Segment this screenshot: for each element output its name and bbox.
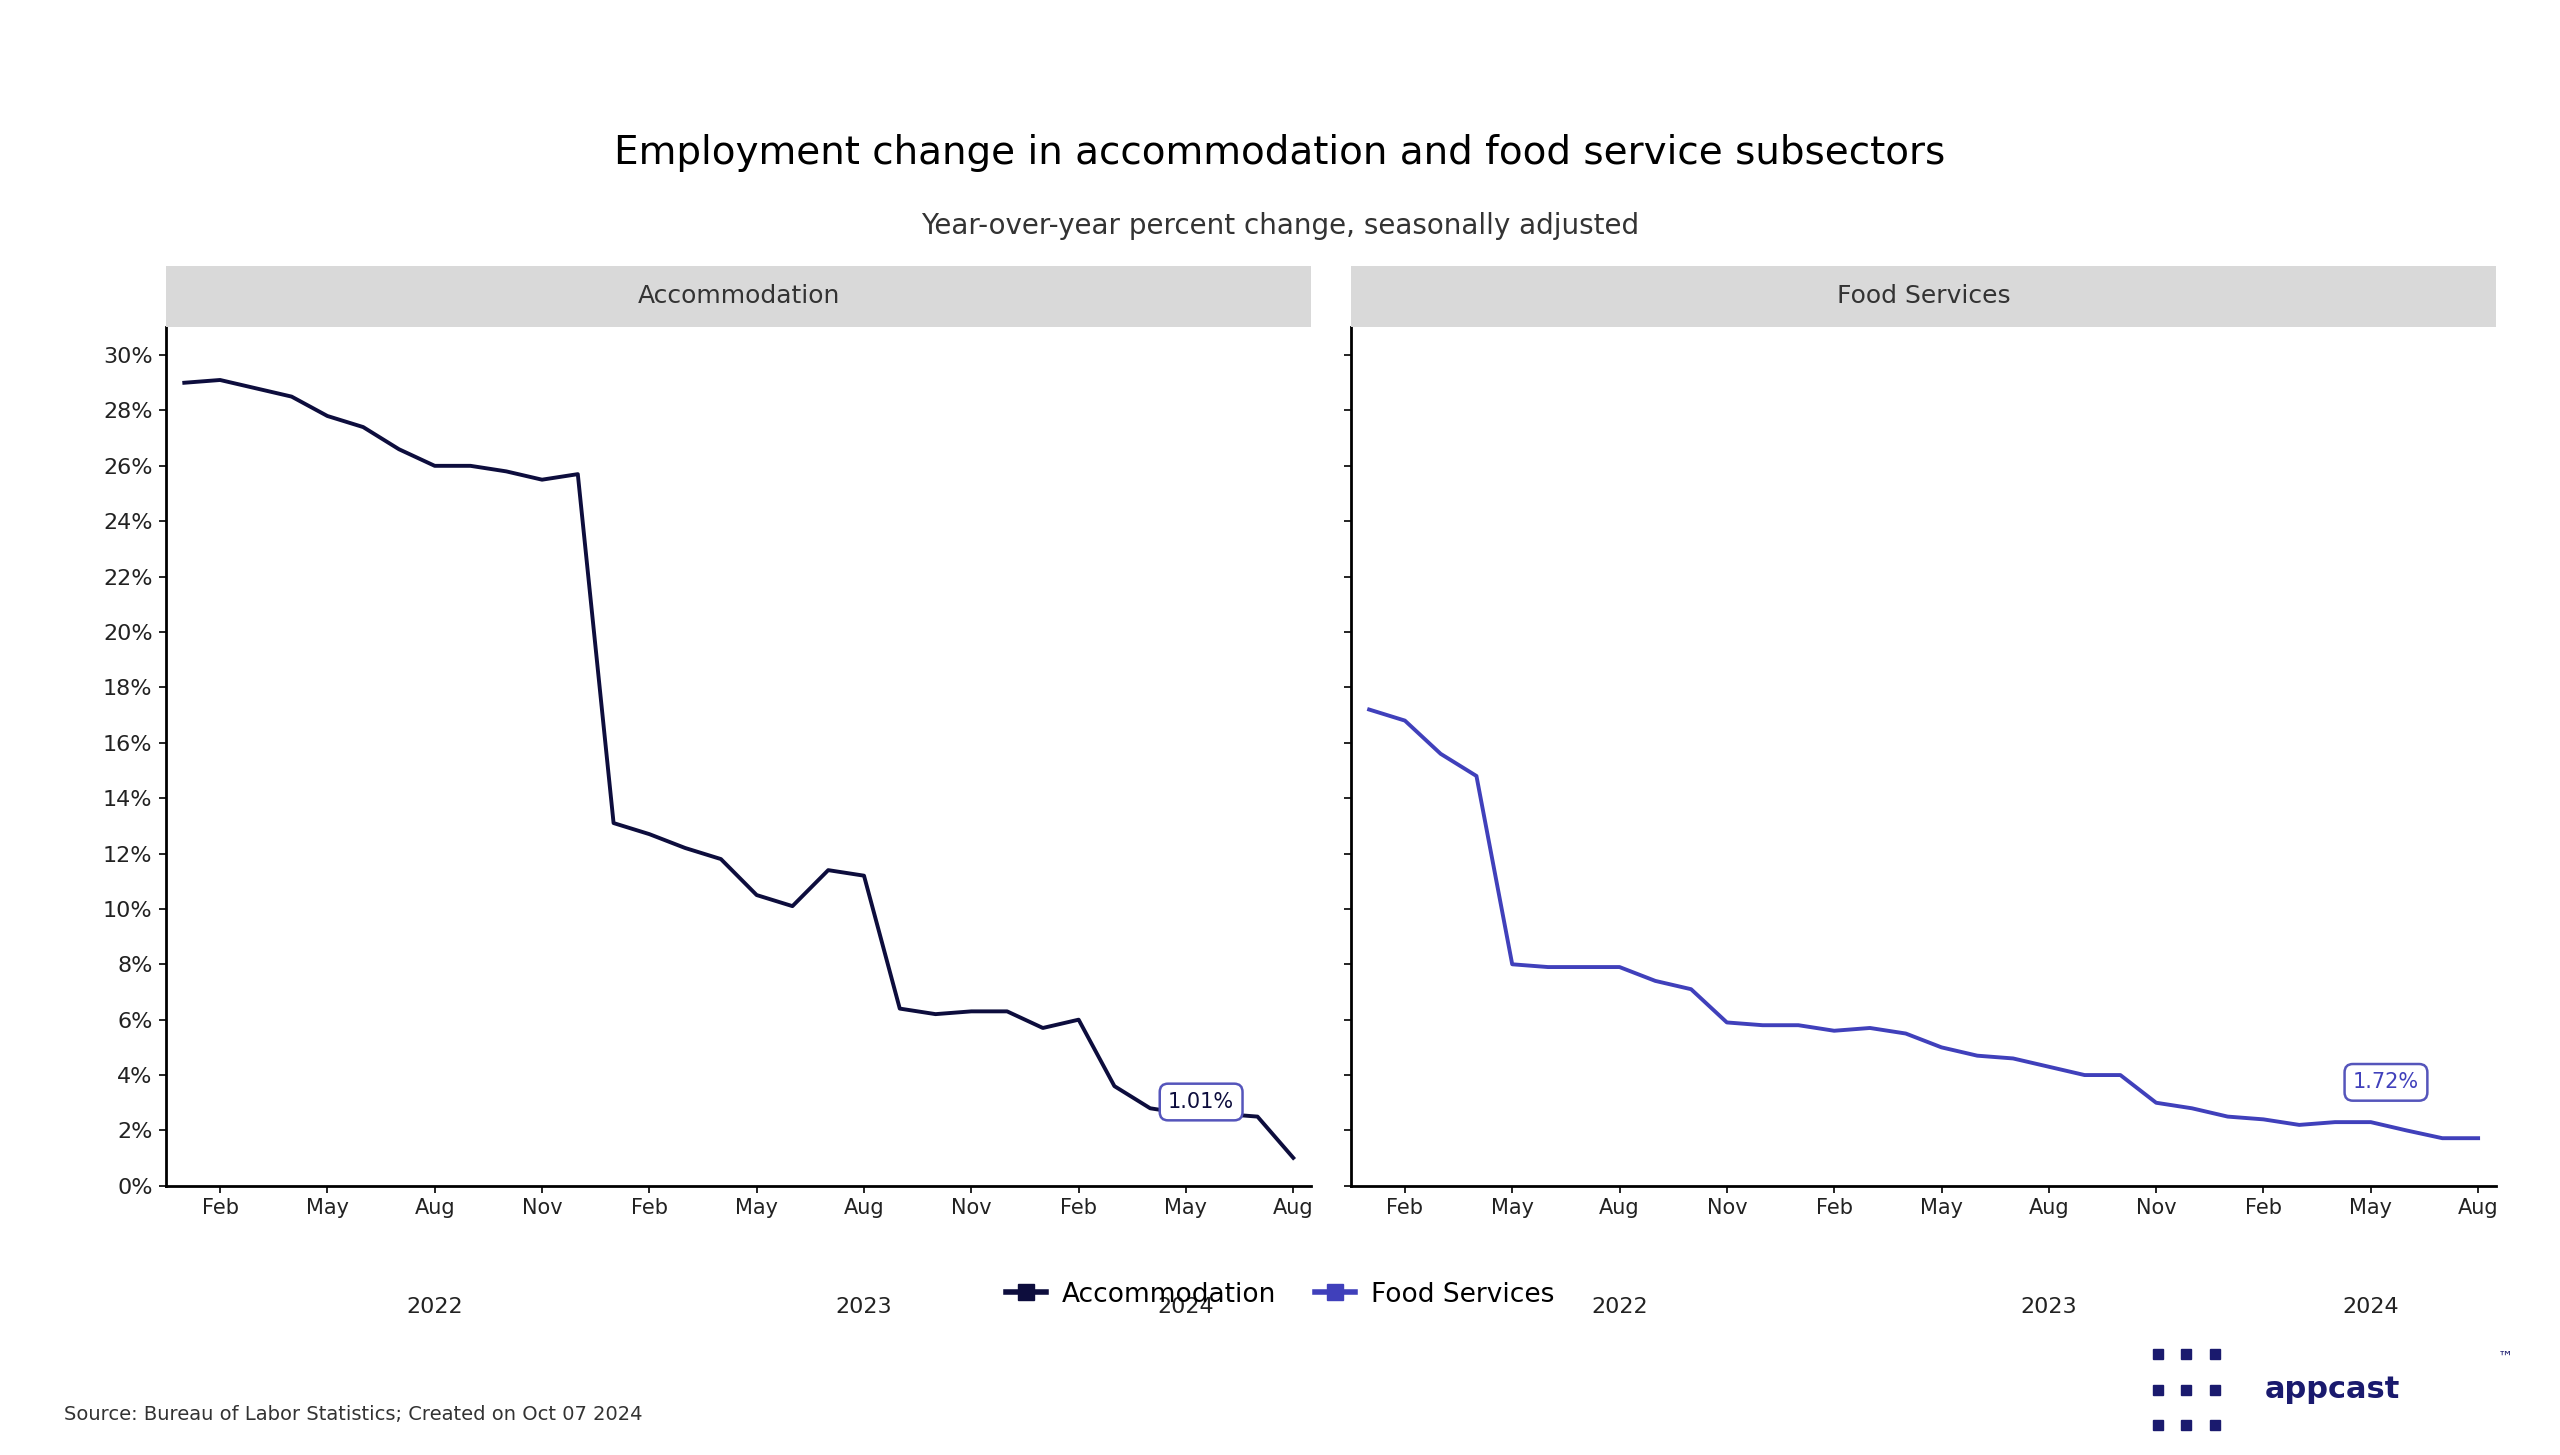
Text: 2023: 2023	[2020, 1298, 2076, 1317]
Text: 2023: 2023	[835, 1298, 893, 1317]
Text: 1.01%: 1.01%	[1167, 1093, 1234, 1112]
Text: Employment change in accommodation and food service subsectors: Employment change in accommodation and f…	[614, 134, 1946, 172]
FancyBboxPatch shape	[1352, 266, 2496, 327]
Text: Accommodation: Accommodation	[637, 285, 840, 308]
Text: 2024: 2024	[1157, 1298, 1213, 1317]
Text: Source: Bureau of Labor Statistics; Created on Oct 07 2024: Source: Bureau of Labor Statistics; Crea…	[64, 1404, 643, 1424]
Text: 2022: 2022	[1592, 1298, 1649, 1317]
Text: ™: ™	[2499, 1349, 2514, 1365]
Text: Year-over-year percent change, seasonally adjusted: Year-over-year percent change, seasonall…	[922, 211, 1638, 240]
Text: Food Services: Food Services	[1838, 285, 2010, 308]
Text: 2022: 2022	[407, 1298, 463, 1317]
Legend: Accommodation, Food Services: Accommodation, Food Services	[996, 1272, 1564, 1318]
Text: 1.72%: 1.72%	[2353, 1072, 2419, 1093]
Text: 2024: 2024	[2342, 1298, 2399, 1317]
Text: appcast: appcast	[2266, 1375, 2401, 1404]
FancyBboxPatch shape	[166, 266, 1311, 327]
